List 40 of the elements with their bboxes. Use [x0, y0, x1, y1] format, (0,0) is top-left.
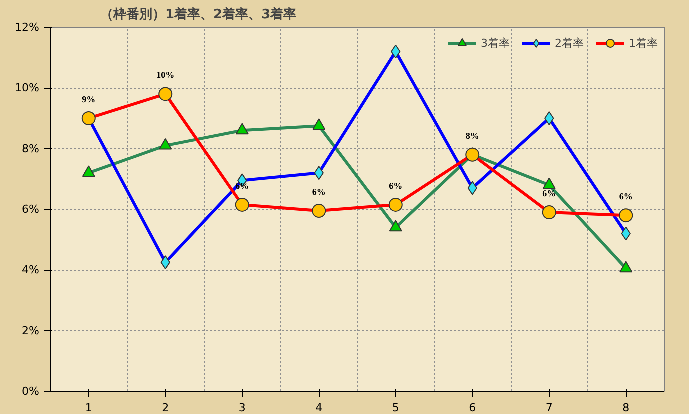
point — [312, 204, 326, 218]
y-tick-label: 4% — [22, 264, 40, 277]
x-tick-label: 8 — [622, 402, 630, 414]
x-tick-label: 2 — [162, 402, 170, 414]
y-tick-label: 2% — [22, 324, 40, 338]
y-tick-label: 12% — [15, 21, 40, 34]
data-label: 6% — [312, 187, 326, 198]
y-tick-label: 6% — [22, 203, 40, 216]
legend-label: 3着率 — [481, 36, 510, 50]
y-tick-label: 10% — [15, 82, 40, 95]
point — [236, 123, 249, 135]
point — [235, 198, 250, 212]
data-label: 6% — [542, 188, 556, 199]
x-tick-label: 7 — [546, 402, 553, 414]
point — [82, 112, 96, 126]
point — [312, 118, 326, 130]
point — [619, 208, 634, 223]
data-label: 9% — [82, 94, 96, 104]
point — [388, 198, 403, 212]
data-label: 10% — [156, 70, 175, 80]
point — [158, 87, 173, 102]
chart-title: （枠番別）1着率、2着率、3着率 — [100, 6, 297, 22]
point — [82, 166, 96, 178]
x-tick-label: 3 — [238, 402, 246, 414]
point — [159, 138, 172, 150]
data-label: 6% — [389, 180, 403, 191]
x-tick-label: 6 — [469, 402, 476, 414]
x-tick-label: 5 — [392, 402, 400, 414]
point — [466, 148, 480, 162]
x-tick-label: 1 — [85, 402, 92, 414]
y-tick-label: 8% — [22, 142, 40, 156]
x-tick-label: 4 — [316, 402, 323, 414]
y-tick-label: 0% — [22, 385, 40, 398]
point — [542, 206, 556, 220]
legend-label: 2着率 — [555, 36, 584, 50]
point — [542, 178, 556, 190]
data-label: 8% — [466, 130, 480, 141]
point — [544, 112, 554, 126]
data-label: 6% — [619, 192, 633, 202]
legend-label: 1着率 — [629, 36, 658, 50]
